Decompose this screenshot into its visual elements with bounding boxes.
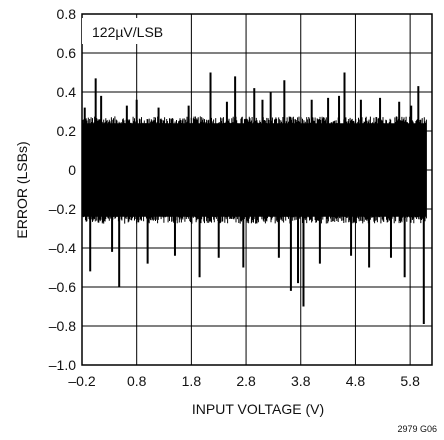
- y-tick-label: 0.6: [57, 45, 77, 61]
- x-tick-label: 2.8: [236, 373, 256, 389]
- y-tick-label: –0.2: [49, 201, 76, 217]
- y-tick-label: –0.4: [49, 240, 76, 256]
- x-tick-label: 5.8: [400, 373, 420, 389]
- y-tick-label: 0: [68, 162, 76, 178]
- error-trace: [81, 72, 427, 325]
- y-axis-label: ERROR (LSBs): [14, 141, 30, 238]
- x-tick-label: 0.8: [127, 373, 147, 389]
- x-tick-label: 3.8: [291, 373, 311, 389]
- y-tick-label: –0.8: [49, 318, 76, 334]
- x-axis-ticks: –0.2 0.8 1.8 2.8 3.8 4.8 5.8: [68, 373, 420, 389]
- lsb-annotation: 122µV/LSB: [92, 24, 163, 40]
- plot-border: [81, 13, 433, 366]
- y-tick-label: 0.8: [57, 6, 77, 22]
- figure-code: 2979 G06: [397, 424, 437, 434]
- y-axis-ticks: 0.8 0.6 0.4 0.2 0 –0.2 –0.4 –0.6 –0.8 –1.0: [49, 6, 76, 373]
- x-tick-label: 1.8: [182, 373, 202, 389]
- y-tick-label: –1.0: [49, 357, 76, 373]
- x-tick-label: 4.8: [346, 373, 366, 389]
- plot-frame: [81, 13, 433, 366]
- x-axis-label: INPUT VOLTAGE (V): [192, 401, 324, 417]
- y-tick-label: 0.4: [57, 84, 77, 100]
- x-tick-label: –0.2: [68, 373, 95, 389]
- y-tick-label: –0.6: [49, 279, 76, 295]
- y-tick-label: 0.2: [57, 123, 77, 139]
- annotation-background: [82, 18, 182, 44]
